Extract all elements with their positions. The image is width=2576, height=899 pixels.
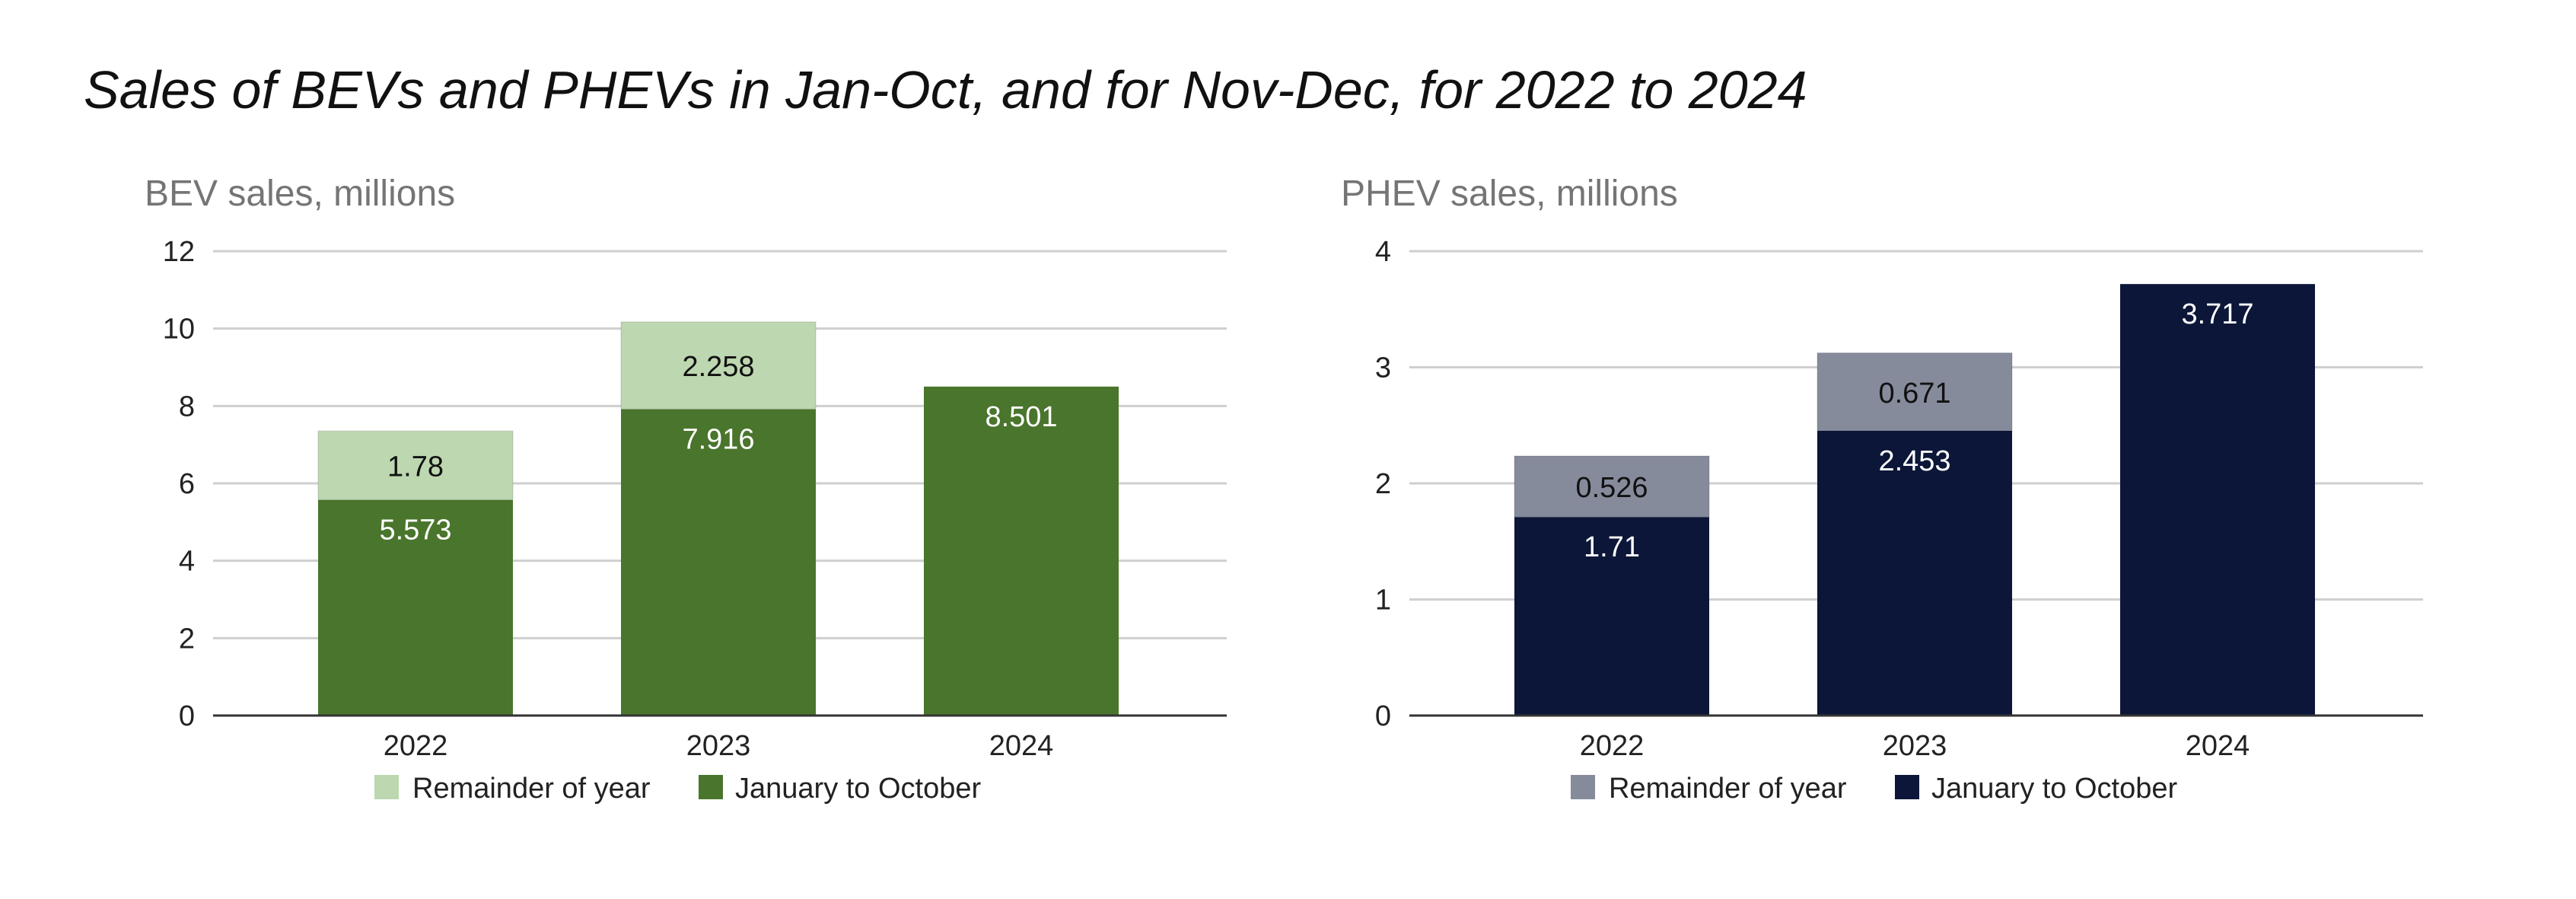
bev-y-tick-label: 8 bbox=[179, 391, 195, 422]
phev-data-label-remainder-2023: 0.671 bbox=[1878, 378, 1950, 410]
bev-bar-jan-oct-2023 bbox=[621, 409, 816, 716]
phev-y-tick-label: 4 bbox=[1375, 236, 1391, 268]
phev-y-tick-label: 2 bbox=[1375, 468, 1391, 500]
phev-bar-jan-oct-2022 bbox=[1514, 517, 1709, 716]
bev-x-tick-label: 2022 bbox=[384, 730, 448, 762]
phev-bar-remainder-2023 bbox=[1817, 352, 2013, 432]
phev-chart-title: PHEV sales, millions bbox=[1341, 174, 1678, 214]
bev-data-label-jan-oct-2022: 5.573 bbox=[379, 515, 451, 547]
bev-data-label-jan-oct-2024: 8.501 bbox=[985, 401, 1057, 433]
phev-data-label-remainder-2022: 0.526 bbox=[1575, 472, 1648, 504]
bev-chart-title: BEV sales, millions bbox=[145, 174, 455, 214]
bev-y-tick-label: 0 bbox=[179, 700, 195, 732]
bev-y-tick-label: 12 bbox=[163, 236, 195, 268]
phev-bar-remainder-2022 bbox=[1514, 455, 1710, 518]
phev-y-tick-label: 3 bbox=[1375, 352, 1391, 384]
bev-data-label-remainder-2022: 1.78 bbox=[387, 451, 444, 483]
bev-data-label-remainder-2023: 2.258 bbox=[682, 351, 754, 383]
phev-bar-jan-oct-2024 bbox=[2120, 284, 2315, 716]
bev-legend-swatch-remainder bbox=[374, 775, 399, 799]
bev-y-tick-label: 4 bbox=[179, 546, 195, 578]
bev-bar-remainder-2023 bbox=[620, 320, 817, 410]
bev-bar-jan-oct-2024 bbox=[924, 386, 1119, 716]
bev-x-tick-label: 2023 bbox=[686, 730, 751, 762]
bev-bar-remainder-2022 bbox=[317, 430, 514, 501]
bev-y-tick-label: 6 bbox=[179, 468, 195, 500]
bev-bar-jan-oct-2022 bbox=[318, 499, 513, 716]
phev-data-label-jan-oct-2023: 2.453 bbox=[1878, 445, 1950, 477]
bev-y-tick-label: 2 bbox=[179, 623, 195, 655]
bev-data-label-jan-oct-2023: 7.916 bbox=[682, 424, 754, 456]
phev-x-tick-label: 2022 bbox=[1580, 730, 1645, 762]
phev-data-label-jan-oct-2022: 1.71 bbox=[1584, 531, 1640, 563]
phev-y-tick-label: 0 bbox=[1375, 700, 1391, 732]
bev-legend-label-remainder: Remainder of year bbox=[412, 773, 651, 805]
bev-y-tick-label: 10 bbox=[163, 314, 195, 346]
phev-y-tick-label: 1 bbox=[1375, 585, 1391, 617]
phev-legend-swatch-jan-oct bbox=[1895, 775, 1919, 799]
bev-x-tick-label: 2024 bbox=[989, 730, 1054, 762]
bev-chart: BEV sales, millions 0 2 4 6 8 10 12 5.573 1.78 202… bbox=[145, 174, 1227, 805]
phev-chart: PHEV sales, millions 0 1 2 3 4 1.71 0.526 2022 2.… bbox=[1341, 174, 2423, 805]
phev-legend-label-remainder: Remainder of year bbox=[1609, 773, 1847, 805]
bev-legend-label-jan-oct: January to October bbox=[735, 773, 982, 805]
phev-data-label-jan-oct-2024: 3.717 bbox=[2181, 298, 2253, 330]
phev-bar-jan-oct-2023 bbox=[1817, 430, 2012, 716]
page-title: Sales of BEVs and PHEVs in Jan-Oct, and … bbox=[84, 60, 1807, 120]
phev-legend-swatch-remainder bbox=[1571, 775, 1595, 799]
phev-x-tick-label: 2024 bbox=[2186, 730, 2250, 762]
phev-legend-label-jan-oct: January to October bbox=[1931, 773, 2178, 805]
bev-legend-swatch-jan-oct bbox=[699, 775, 723, 799]
phev-x-tick-label: 2023 bbox=[1883, 730, 1947, 762]
